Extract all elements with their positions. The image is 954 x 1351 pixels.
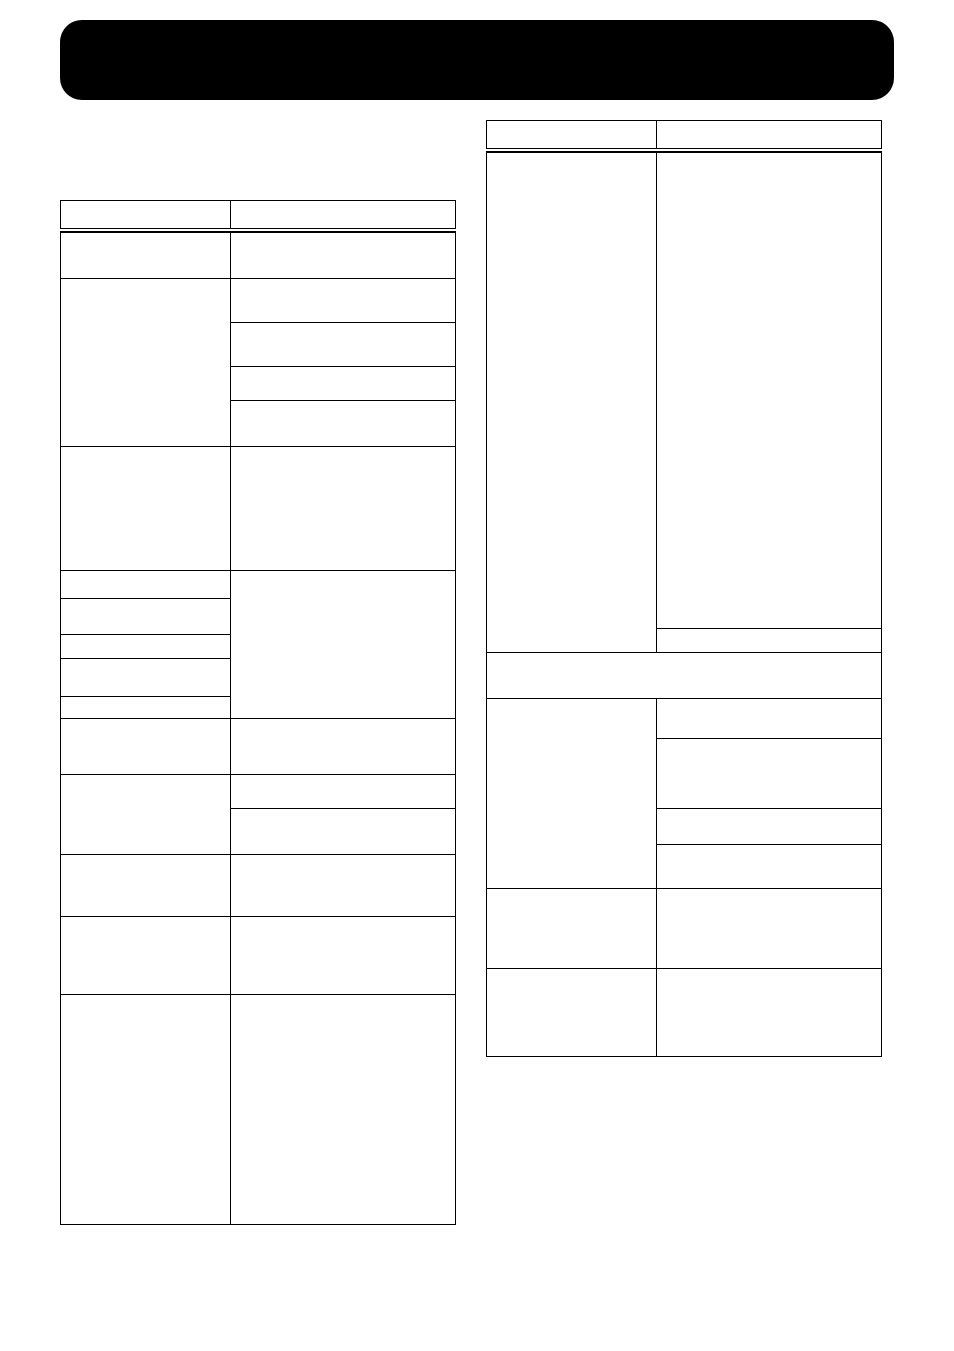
spec-table-left [60, 200, 456, 1225]
two-column-layout [60, 120, 894, 1225]
spec-label-cell [61, 995, 231, 1225]
spec-value-cell [231, 323, 456, 367]
spec-label-cell [61, 233, 231, 279]
spec-label-cell [487, 699, 657, 889]
spec-label-cell [487, 969, 657, 1057]
spec-label-cell [61, 775, 231, 855]
table-row [61, 571, 456, 599]
table-row [487, 699, 882, 739]
spec-label-cell [61, 697, 231, 719]
spec-value-cell [231, 917, 456, 995]
spec-label-cell [61, 855, 231, 917]
spec-label-cell [61, 659, 231, 697]
spec-value-cell [657, 699, 882, 739]
table-header-cell [61, 201, 231, 229]
table-header-row [487, 121, 882, 149]
spec-value-cell [231, 855, 456, 917]
spec-value-cell [231, 809, 456, 855]
spec-value-cell [657, 809, 882, 845]
spec-section-header [487, 653, 882, 699]
spec-value-cell [657, 889, 882, 969]
table-header-row [61, 201, 456, 229]
table-row [61, 279, 456, 323]
spec-value-cell [657, 845, 882, 889]
spec-value-cell [231, 447, 456, 571]
spec-value-cell [231, 775, 456, 809]
spec-value-cell [231, 233, 456, 279]
table-row [61, 447, 456, 571]
spec-sheet-page [0, 0, 954, 1265]
spec-label-cell [61, 571, 231, 599]
spec-value-cell [231, 995, 456, 1225]
table-header-cell [231, 201, 456, 229]
spec-value-cell [231, 279, 456, 323]
spec-label-cell [61, 635, 231, 659]
table-row [61, 719, 456, 775]
spec-label-cell [61, 599, 231, 635]
table-header-cell [487, 121, 657, 149]
table-row [61, 995, 456, 1225]
page-title-bar [60, 20, 894, 100]
table-row [487, 969, 882, 1057]
spec-value-cell [231, 571, 456, 719]
spec-value-cell [657, 739, 882, 809]
spec-value-cell [231, 719, 456, 775]
table-row [61, 233, 456, 279]
table-header-cell [657, 121, 882, 149]
spec-value-cell [657, 969, 882, 1057]
table-row [61, 775, 456, 809]
table-row [61, 917, 456, 995]
left-column [60, 120, 456, 1225]
spec-label-cell [61, 279, 231, 447]
right-column [486, 120, 882, 1057]
spec-value-cell [231, 401, 456, 447]
table-row [487, 889, 882, 969]
spec-label-cell [487, 889, 657, 969]
spec-label-cell [61, 447, 231, 571]
table-row [487, 653, 882, 699]
spec-label-cell [61, 719, 231, 775]
spec-value-cell [657, 153, 882, 629]
spec-value-cell [231, 367, 456, 401]
spec-table-right [486, 120, 882, 1057]
spec-label-cell [61, 917, 231, 995]
spec-label-cell [487, 153, 657, 653]
table-row [61, 855, 456, 917]
spec-value-cell [657, 629, 882, 653]
table-row [487, 153, 882, 629]
